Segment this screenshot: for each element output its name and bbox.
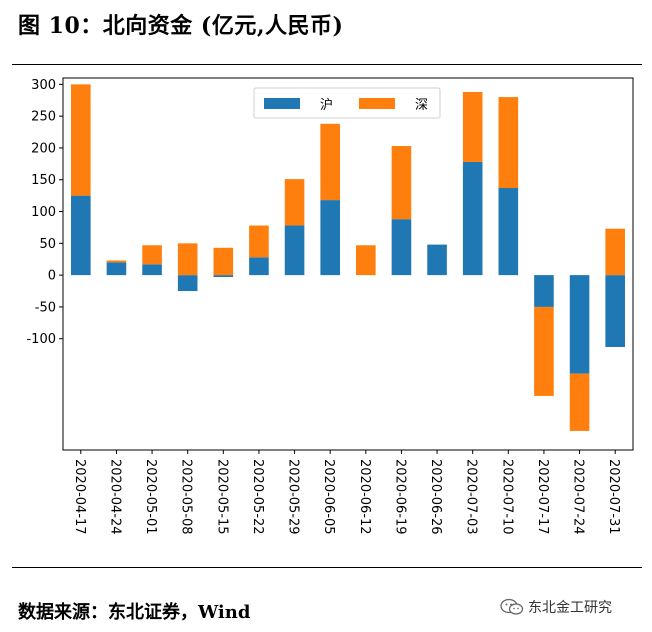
source-note: 数据来源：东北证券，Wind [18, 602, 251, 623]
y-tick-label: 50 [39, 237, 56, 252]
x-tick-label: 2020-05-29 [286, 459, 301, 535]
legend-swatch [359, 98, 395, 109]
bar-hu [249, 257, 269, 276]
figure-title: 图 10：北向资金 (亿元,人民币) [18, 13, 344, 39]
x-tick-label: 2020-06-19 [392, 459, 407, 535]
x-tick-label: 2020-05-08 [179, 459, 194, 535]
bar-hu [569, 275, 590, 374]
y-tick-label: 250 [31, 110, 56, 125]
legend-label: 沪 [320, 97, 333, 113]
x-tick-label: 2020-07-17 [535, 459, 550, 535]
y-tick-label: 300 [31, 78, 56, 93]
x-tick-label: 2020-05-22 [250, 459, 265, 535]
bar-hu [462, 161, 483, 276]
y-tick-label: -100 [26, 332, 56, 347]
watermark: 东北金工研究 [500, 597, 612, 617]
bottom-rule [12, 567, 642, 568]
bar-hu [391, 219, 412, 276]
legend-swatch [264, 98, 300, 109]
x-tick-label: 2020-07-10 [499, 459, 514, 535]
watermark-text: 东北金工研究 [528, 600, 612, 616]
x-tick-label: 2020-06-12 [357, 459, 372, 535]
y-tick-label: -50 [35, 300, 56, 315]
bar-shen [534, 306, 554, 396]
legend-box [253, 87, 441, 119]
bar-shen [106, 260, 127, 263]
bar-shen [142, 245, 162, 265]
y-tick-label: 100 [31, 205, 56, 220]
x-tick-label: 2020-05-01 [143, 459, 158, 535]
x-tick-label: 2020-06-05 [321, 459, 336, 535]
bar-shen [249, 225, 269, 258]
bar-hu [427, 244, 447, 276]
bar-hu [284, 225, 305, 276]
bar-shen [605, 228, 625, 276]
x-tick-label: 2020-07-31 [606, 459, 621, 535]
bar-hu [71, 195, 91, 276]
bar-hu [498, 188, 519, 276]
bar-shen [569, 373, 590, 431]
bar-hu [605, 275, 625, 347]
x-tick-label: 2020-04-24 [107, 459, 122, 535]
x-tick-label: 2020-06-26 [428, 459, 443, 535]
bar-hu [534, 275, 554, 307]
bar-shen [177, 243, 198, 276]
bar-hu [142, 264, 162, 276]
bar-hu [177, 275, 198, 292]
wechat-icon [500, 598, 524, 615]
x-tick-label: 2020-07-03 [464, 459, 479, 535]
x-tick-label: 2020-05-15 [214, 459, 229, 535]
bar-hu [106, 262, 127, 276]
bar-shen [213, 247, 234, 276]
bar-shen [462, 91, 483, 162]
bar-shen [71, 84, 91, 196]
bar-shen [391, 146, 412, 220]
y-tick-label: 200 [31, 141, 56, 156]
y-tick-label: 150 [31, 173, 56, 188]
x-tick-label: 2020-07-24 [571, 459, 586, 535]
bar-shen [284, 179, 305, 226]
bar-shen [356, 245, 376, 276]
legend-label: 深 [415, 98, 428, 113]
bar-chart: 300 250 200 150 100 50 0 -50 -100 2020-04-17 2020-… [26, 77, 634, 535]
bar-shen [320, 123, 340, 201]
bar-hu [213, 275, 234, 278]
bar-shen [498, 97, 519, 189]
x-tick-label: 2020-04-17 [72, 459, 87, 535]
top-rule [12, 64, 642, 65]
bar-hu [320, 200, 340, 276]
y-tick-label: 0 [48, 269, 56, 284]
